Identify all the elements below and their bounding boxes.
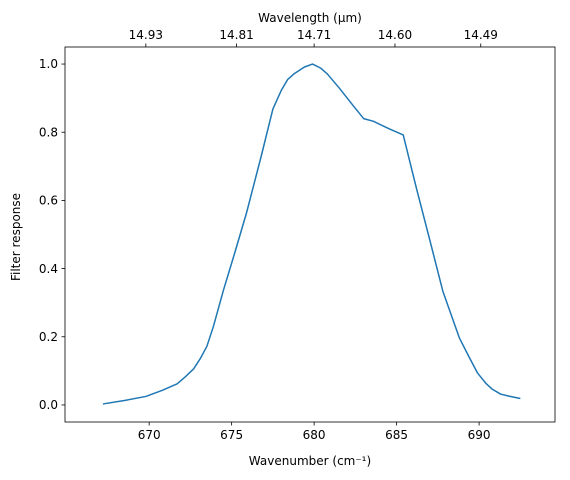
plot-frame [64, 46, 556, 423]
top-x-axis-label: Wavelength (μm) [258, 11, 362, 25]
y-tick-label: 0.2 [39, 330, 58, 344]
x-tick-label: 675 [220, 428, 243, 442]
x-tick-label: 685 [385, 428, 408, 442]
top-tick-label: 14.93 [129, 28, 163, 42]
x-tick-label: 680 [303, 428, 326, 442]
y-axis-label: Filter response [9, 193, 23, 281]
top-tick-label: 14.60 [378, 28, 412, 42]
x-axis-label: Wavenumber (cm⁻¹) [249, 454, 371, 468]
top-tick-label: 14.71 [297, 28, 331, 42]
y-axis-ticks: 0.0 0.2 0.4 0.6 0.8 1.0 [39, 57, 65, 412]
filter-response-series-line [102, 63, 521, 405]
top-tick-label: 14.49 [464, 28, 498, 42]
y-tick-label: 0.8 [39, 125, 58, 139]
x-tick-label: 670 [138, 428, 161, 442]
top-tick-label: 14.81 [219, 28, 253, 42]
y-tick-label: 0.6 [39, 194, 58, 208]
top-x-axis-ticks: 14.93 14.81 14.71 14.60 14.49 [129, 28, 498, 47]
y-tick-label: 0.0 [39, 398, 58, 412]
y-tick-label: 0.4 [39, 262, 58, 276]
y-tick-label: 1.0 [39, 57, 58, 71]
x-tick-label: 690 [468, 428, 491, 442]
bottom-x-axis-ticks: 670 675 680 685 690 [138, 422, 491, 442]
